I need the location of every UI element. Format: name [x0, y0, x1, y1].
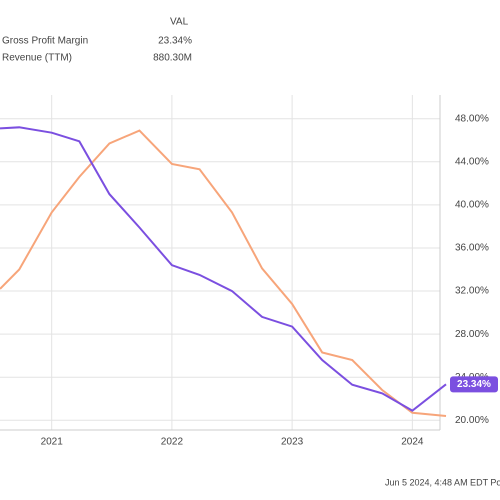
- value-label: 23.34%: [457, 379, 491, 390]
- x-tick-label: 2022: [161, 437, 184, 448]
- legend-label: Revenue (TTM): [2, 53, 72, 64]
- series-line: [0, 129, 447, 417]
- series-line: [0, 126, 447, 412]
- y-tick-label: 44.00%: [455, 156, 489, 167]
- y-tick-label: 32.00%: [455, 286, 489, 297]
- x-tick-label: 2024: [401, 437, 424, 448]
- y-tick-label: 48.00%: [455, 113, 489, 124]
- value-badge: [450, 376, 498, 393]
- y-tick-label: 40.00%: [455, 200, 489, 211]
- x-tick-label: 2023: [281, 437, 304, 448]
- legend-header: VAL: [170, 17, 189, 28]
- y-tick-label: 28.00%: [455, 329, 489, 340]
- legend-label: Gross Profit Margin: [2, 36, 88, 47]
- x-tick-label: 2021: [41, 437, 64, 448]
- y-tick-label: 36.00%: [455, 243, 489, 254]
- y-tick-label: 20.00%: [455, 415, 489, 426]
- legend-value: 23.34%: [158, 36, 192, 47]
- footer: Jun 5 2024, 4:48 AM EDT Powered by YCHAR…: [385, 477, 500, 487]
- legend-value: 880.30M: [153, 53, 192, 64]
